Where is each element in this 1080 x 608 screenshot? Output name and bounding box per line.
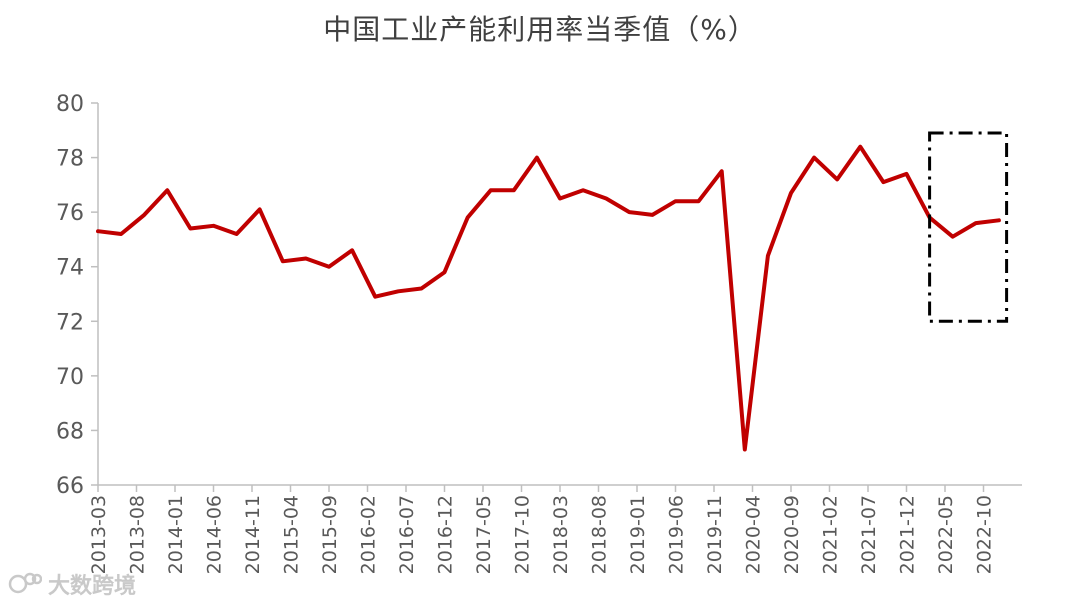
- x-tick-label: 2022-10: [974, 495, 996, 574]
- y-tick-label: 70: [56, 365, 84, 390]
- x-tick-label: 2021-12: [897, 495, 919, 574]
- x-tick-label: 2016-12: [435, 495, 457, 574]
- watermark: 大数跨境: [8, 568, 136, 600]
- x-tick-label: 2013-03: [88, 495, 110, 574]
- x-tick-label: 2014-11: [242, 495, 264, 574]
- y-tick-label: 74: [56, 256, 84, 281]
- x-tick-label: 2016-07: [396, 495, 418, 574]
- x-tick-label: 2015-04: [281, 495, 303, 574]
- series-line: [96, 144, 1001, 452]
- x-tick-label: 2014-06: [204, 495, 226, 574]
- watermark-text: 大数跨境: [48, 574, 137, 599]
- y-tick-label: 68: [56, 419, 84, 444]
- chart-ticks: 66 68 70 72 74 76 78 80 2013-03 2013-08 2014-01 201…: [56, 92, 996, 574]
- y-tick-label: 76: [56, 201, 84, 226]
- chart-axes: [97, 103, 1022, 486]
- x-tick-label: 2018-03: [550, 495, 572, 574]
- x-tick-label: 2019-11: [704, 495, 726, 574]
- x-tick-label: 2017-10: [512, 495, 534, 574]
- watermark-logo-icon: [8, 572, 42, 594]
- y-tick-label: 72: [56, 310, 84, 335]
- chart-annotations: [928, 131, 1009, 323]
- y-tick-label: 66: [56, 474, 84, 499]
- chart-series: [96, 144, 1001, 452]
- x-tick-label: 2020-09: [781, 495, 803, 574]
- x-tick-label: 2020-04: [743, 495, 765, 574]
- x-tick-label: 2019-06: [666, 495, 688, 574]
- x-tick-label: 2013-08: [127, 495, 149, 574]
- x-tick-label: 2021-07: [858, 495, 880, 574]
- x-tick-label: 2021-02: [820, 495, 842, 574]
- x-tick-label: 2022-05: [935, 495, 957, 574]
- highlight-box: [928, 131, 1009, 323]
- y-tick-label: 80: [56, 92, 84, 117]
- x-tick-label: 2014-01: [165, 495, 187, 574]
- x-tick-label: 2019-01: [627, 495, 649, 574]
- x-tick-label: 2018-08: [589, 495, 611, 574]
- x-tick-label: 2017-05: [473, 495, 495, 574]
- x-tick-label: 2015-09: [319, 495, 341, 574]
- chart-title: 中国工业产能利用率当季值（%）: [323, 13, 757, 46]
- x-tick-label: 2016-02: [358, 495, 380, 574]
- y-tick-label: 78: [56, 147, 84, 172]
